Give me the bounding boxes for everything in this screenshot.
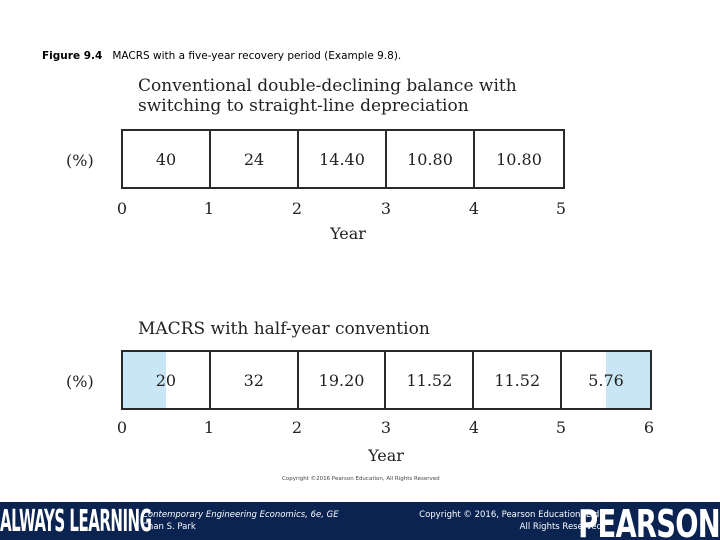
top-tick: 2 bbox=[291, 199, 303, 218]
bottom-value: 11.52 bbox=[406, 370, 453, 390]
bottom-unit-label: (%) bbox=[66, 372, 94, 391]
top-title: Conventional double-declining balance wi… bbox=[138, 76, 517, 116]
top-year-cell: 24 bbox=[211, 131, 299, 187]
top-axis-label: Year bbox=[330, 224, 366, 243]
footer-copyright: Copyright © 2016, Pearson Education, Ltd… bbox=[419, 509, 602, 533]
footer-bar: ALWAYS LEARNING Contemporary Engineering… bbox=[0, 502, 720, 540]
top-tick: 0 bbox=[116, 199, 128, 218]
figure-copyright: Copyright ©2016 Pearson Education, All R… bbox=[282, 476, 440, 482]
bottom-title: MACRS with half-year convention bbox=[138, 319, 430, 339]
pearson-logo: PEARSON bbox=[578, 502, 720, 540]
top-unit-label: (%) bbox=[66, 151, 94, 170]
top-tick: 3 bbox=[380, 199, 392, 218]
bottom-year-cell: 32 bbox=[211, 352, 299, 408]
footer-author: Chan S. Park bbox=[142, 522, 196, 532]
bottom-year-cell: 11.52 bbox=[386, 352, 475, 408]
top-value: 10.80 bbox=[496, 149, 542, 169]
bottom-value: 20 bbox=[155, 370, 177, 390]
top-value: 24 bbox=[243, 149, 265, 169]
bottom-tick: 6 bbox=[643, 418, 655, 437]
bottom-year-cell: 19.20 bbox=[299, 352, 387, 408]
footer-copyright-line2: All Rights Reserved bbox=[519, 522, 602, 532]
bottom-year-cell: 11.52 bbox=[474, 352, 563, 408]
bottom-tick: 3 bbox=[380, 418, 392, 437]
top-title-line1: Conventional double-declining balance wi… bbox=[138, 76, 517, 96]
top-year-cell: 40 bbox=[123, 131, 211, 187]
bottom-axis-label: Year bbox=[368, 446, 404, 465]
bottom-value: 32 bbox=[243, 370, 264, 390]
bottom-year-cell-half-year: 20 bbox=[123, 352, 211, 408]
figure-label: Figure 9.4 bbox=[42, 50, 103, 62]
footer-book-info: Contemporary Engineering Economics, 6e, … bbox=[142, 509, 339, 533]
bottom-tick: 0 bbox=[116, 418, 128, 437]
top-value: 14.40 bbox=[319, 149, 365, 169]
footer-book-title: Contemporary Engineering Economics, 6e, … bbox=[142, 510, 339, 520]
bottom-tick: 2 bbox=[291, 418, 303, 437]
top-value: 40 bbox=[155, 149, 177, 169]
top-tick: 1 bbox=[203, 199, 215, 218]
bottom-value: 11.52 bbox=[494, 370, 541, 390]
figure-caption: Figure 9.4 MACRS with a five-year recover… bbox=[42, 50, 401, 62]
top-value: 10.80 bbox=[407, 149, 453, 169]
bottom-value: 19.20 bbox=[318, 370, 365, 390]
top-year-cell: 14.40 bbox=[299, 131, 387, 187]
bottom-value: 5.76 bbox=[588, 370, 624, 390]
top-title-line2: switching to straight-line depreciation bbox=[138, 96, 469, 116]
top-tick: 5 bbox=[555, 199, 567, 218]
top-year-cell: 10.80 bbox=[387, 131, 475, 187]
bottom-tick: 5 bbox=[555, 418, 567, 437]
footer-copyright-line1: Copyright © 2016, Pearson Education, Ltd… bbox=[419, 510, 602, 520]
always-learning-logo: ALWAYS LEARNING bbox=[0, 504, 152, 539]
bottom-tick: 1 bbox=[203, 418, 215, 437]
top-year-cell: 10.80 bbox=[475, 131, 563, 187]
top-tick: 4 bbox=[468, 199, 480, 218]
figure-caption-text: MACRS with a five-year recovery period (… bbox=[112, 50, 402, 62]
bottom-year-cell-half-year: 5.76 bbox=[562, 352, 650, 408]
bottom-tick: 4 bbox=[468, 418, 480, 437]
bottom-depreciation-table: 20 32 19.20 11.52 11.52 5.76 bbox=[121, 350, 652, 410]
top-depreciation-table: 40 24 14.40 10.80 10.80 bbox=[121, 129, 565, 189]
